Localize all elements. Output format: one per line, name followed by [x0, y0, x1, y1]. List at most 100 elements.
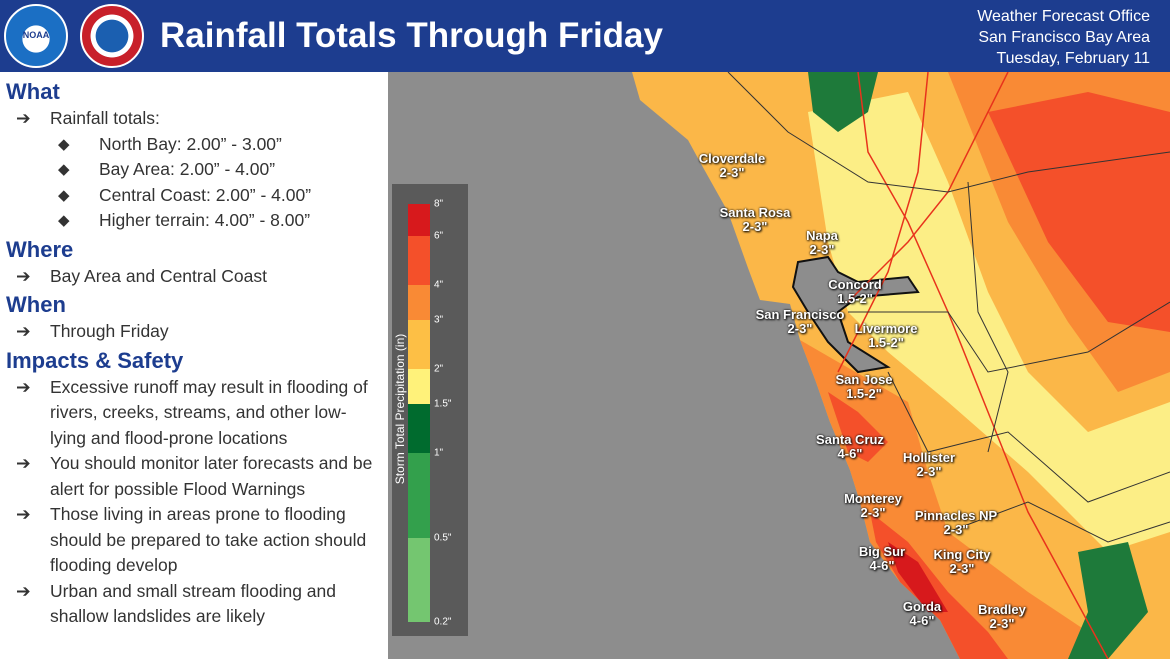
legend-tick-label: 2" [434, 363, 444, 375]
city-label: Livermore 1.5-2" [855, 322, 918, 350]
green-south [1068, 542, 1148, 659]
precipitation-legend: Storm Total Precipitation (in) 8" 6" 4" 3" 2… [392, 184, 468, 636]
city-label: Napa 2-3" [806, 229, 838, 257]
city-label: King City 2-3" [933, 548, 990, 576]
bullet-text: Through Friday [50, 321, 169, 341]
legend-tick-label: 8" [434, 198, 444, 210]
diamond-icon: ◆ [58, 135, 70, 153]
bullet-text: Rainfall totals: [50, 108, 160, 128]
city-label: Pinnacles NP 2-3" [915, 509, 997, 537]
legend-color-segment [408, 453, 430, 538]
legend-color-segment [408, 404, 430, 453]
city-name: San Jose [835, 372, 893, 387]
arrow-icon: ➔ [16, 580, 31, 601]
office-area: San Francisco Bay Area [978, 29, 1150, 46]
sub-bullet-text: North Bay: 2.00” - 3.00” [99, 133, 282, 154]
map-graphic [632, 72, 1170, 659]
sub-bullet: ◆ North Bay: 2.00” - 3.00” [6, 132, 388, 158]
bullet-text: You should monitor later forecasts and b… [50, 453, 373, 499]
city-rainfall-range: 2-3" [719, 165, 745, 180]
sub-bullet: ◆ Central Coast: 2.00” - 4.00” [6, 183, 388, 209]
city-name: Concord [828, 277, 882, 292]
bay [791, 255, 920, 374]
diamond-icon: ◆ [58, 212, 70, 229]
legend-tick-label: 1" [434, 447, 444, 459]
bullet: ➔ Rainfall totals: [6, 106, 388, 132]
city-label: San Francisco 2-3" [756, 308, 845, 336]
sub-bullet: ◆ Bay Area: 2.00” - 4.00” [6, 157, 388, 183]
city-label: Bradley 2-3" [978, 603, 1026, 631]
sub-bullet-text: Central Coast: 2.00” - 4.00” [99, 184, 312, 205]
diamond-icon: ◆ [58, 161, 70, 178]
rainfall-map [388, 72, 1170, 659]
city-label: Monterey 2-3" [844, 492, 902, 520]
nws-logo [80, 4, 144, 68]
office-info: Weather Forecast Office San Francisco Ba… [977, 6, 1150, 69]
legend-color-segment [408, 236, 430, 285]
city-rainfall-range: 4-6" [837, 446, 863, 461]
city-name: Livermore [854, 321, 918, 336]
city-name: Pinnacles NP [914, 508, 998, 523]
issue-date: Tuesday, February 11 [996, 50, 1150, 67]
city-rainfall-range: 2-3" [809, 242, 835, 257]
legend-tick-label: 6" [434, 230, 444, 242]
when-heading: When [6, 292, 66, 317]
diamond-icon: ◆ [58, 186, 70, 204]
city-rainfall-range: 4-6" [909, 613, 935, 628]
header-bar: NOAA Rainfall Totals Through Friday Weat… [0, 0, 1170, 72]
bigsur-darkred [888, 542, 948, 612]
city-name: Monterey [844, 491, 902, 506]
legend-tick-label: 0.2" [434, 616, 452, 628]
bullet: ➔ Excessive runoff may result in flooding… [6, 375, 388, 452]
city-name: Big Sur [858, 544, 906, 559]
city-rainfall-range: 1.5-2" [837, 291, 873, 306]
city-rainfall-range: 2-3" [943, 522, 969, 537]
county-lines [727, 72, 1170, 543]
office-name: Weather Forecast Office [977, 8, 1150, 25]
legend-color-segment [408, 369, 430, 404]
impacts-heading: Impacts & Safety [6, 347, 184, 373]
page-title: Rainfall Totals Through Friday [160, 16, 663, 55]
city-rainfall-range: 2-3" [989, 616, 1015, 631]
city-label: Concord 1.5-2" [828, 278, 881, 306]
legend-color-segment [408, 204, 430, 236]
noaa-logo-text: NOAA [22, 30, 50, 40]
city-rainfall-range: 1.5-2" [846, 386, 882, 401]
arrow-icon: ➔ [16, 265, 31, 286]
legend-color-segment [408, 538, 430, 622]
city-rainfall-range: 2-3" [860, 505, 886, 520]
coastal-orange [800, 340, 1108, 659]
city-name: Santa Rosa [719, 205, 791, 220]
noaa-logo: NOAA [4, 4, 68, 68]
bullet: ➔ Through Friday [6, 319, 388, 345]
legend-color-segment [408, 320, 430, 369]
arrow-icon: ➔ [16, 108, 31, 128]
city-label: Big Sur 4-6" [859, 545, 905, 573]
city-name: Cloverdale [698, 151, 766, 166]
legend-tick-label: 1.5" [434, 398, 452, 410]
city-rainfall-range: 4-6" [869, 558, 895, 573]
city-name: Hollister [902, 450, 956, 465]
arrow-icon: ➔ [16, 504, 31, 524]
legend-color-segment [408, 285, 430, 320]
city-label: Santa Cruz 4-6" [816, 433, 884, 461]
yellow-valley [808, 92, 1170, 552]
bullet-text: Those living in areas prone to flooding … [50, 504, 367, 575]
city-label: Hollister 2-3" [903, 451, 955, 479]
sub-bullet-text: Higher terrain: 4.00” - 8.00” [99, 210, 311, 230]
red-highlands [988, 92, 1170, 332]
where-heading: Where [6, 236, 74, 262]
city-name: King City [933, 547, 991, 562]
bullet: ➔ Those living in areas prone to flooding… [6, 502, 388, 579]
city-name: Santa Cruz [816, 432, 884, 447]
city-name: Bradley [978, 602, 1026, 617]
arrow-icon: ➔ [16, 376, 31, 397]
coastal-red [828, 392, 1008, 659]
legend-title: Storm Total Precipitation (in) [393, 333, 407, 485]
legend-tick-label: 0.5" [434, 532, 452, 544]
info-panel: What ➔ Rainfall totals: ◆ North Bay: 2.00”… [0, 72, 388, 659]
city-name: San Francisco [755, 307, 845, 322]
bullet: ➔ You should monitor later forecasts and … [6, 451, 388, 502]
city-rainfall-range: 1.5-2" [868, 335, 904, 350]
what-heading: What [6, 79, 60, 104]
